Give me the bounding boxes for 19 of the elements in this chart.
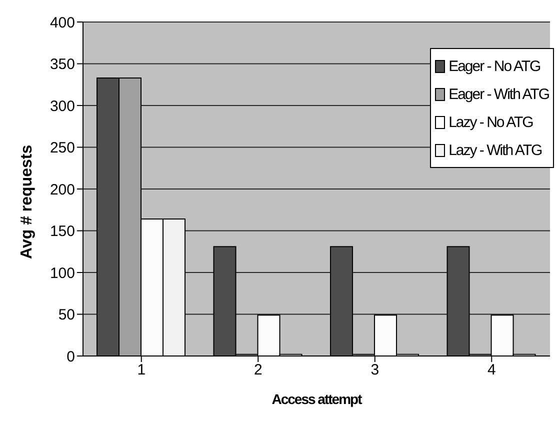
legend-label: Lazy - No ATG [448,114,533,130]
y-tick-label: 300 [50,98,75,115]
y-tick-label: 0 [66,348,75,366]
x-tick-label: 1 [137,362,146,379]
legend-label: Eager - No ATG [448,58,540,74]
y-tick-label: 200 [50,181,75,198]
y-tick-label: 400 [50,14,75,32]
x-tick-label: 2 [254,362,262,379]
legend-label: Lazy - With ATG [448,142,542,158]
y-tick-label: 150 [50,223,75,240]
y-tick-label: 100 [50,264,75,282]
y-axis-title: Avg # requests [18,144,36,259]
y-tick-label: 50 [58,306,75,324]
x-axis-title: Access attempt [272,391,363,407]
x-tick-label: 4 [487,362,496,379]
x-tick-label: 3 [370,362,380,379]
legend-label: Eager - With ATG [448,86,549,102]
y-tick-label: 250 [50,140,75,157]
y-tick-label: 350 [50,56,75,74]
